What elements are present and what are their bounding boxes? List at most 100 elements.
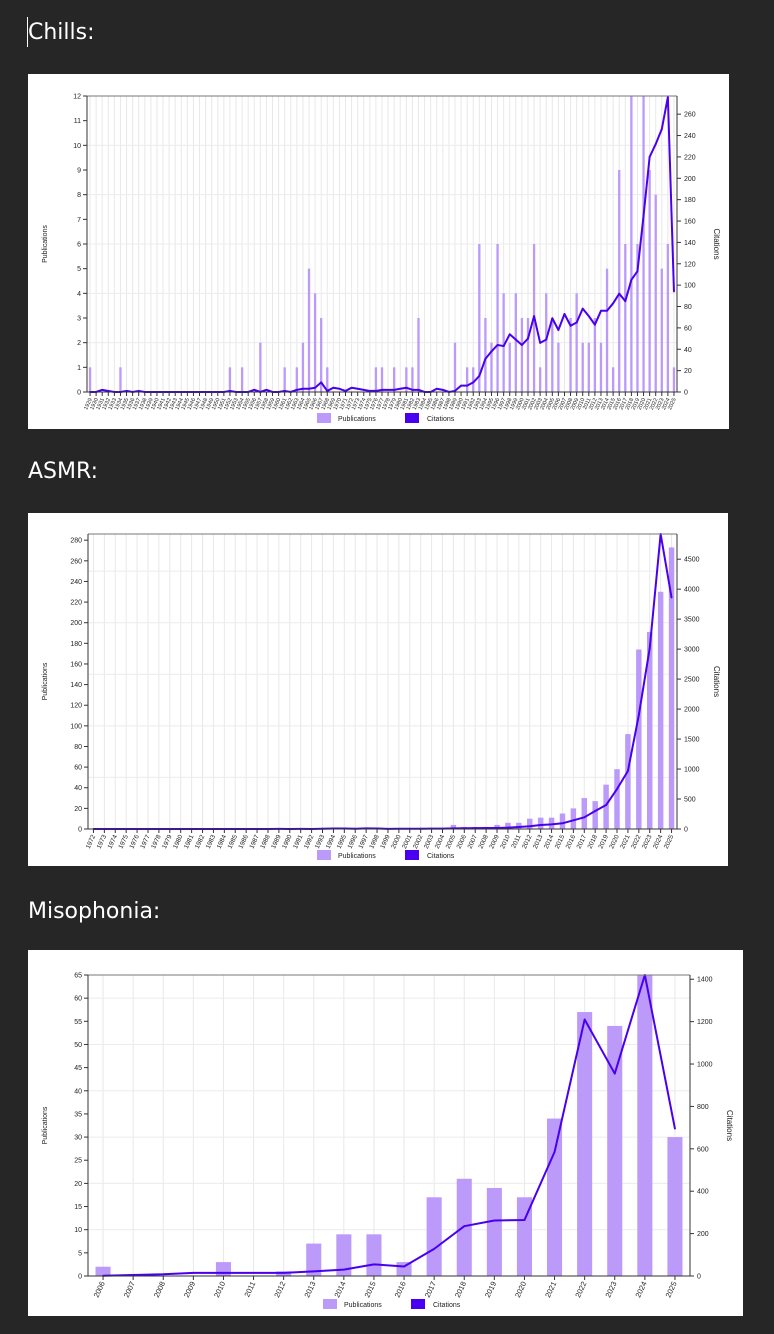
- bar-publications-1979: [393, 367, 396, 392]
- x-tick-label: 2018: [625, 397, 636, 411]
- x-tick-label: 2008: [564, 397, 575, 411]
- legend-label-citations: Citations: [427, 416, 455, 423]
- x-tick-label: 1934: [114, 397, 125, 411]
- left-tick-label: 50: [74, 1042, 82, 1049]
- bar-publications-1934: [119, 367, 122, 392]
- legend-label-publications: Publications: [344, 1302, 382, 1309]
- citations-point-2004: [545, 338, 548, 341]
- citations-point-2013: [600, 309, 602, 312]
- citations-point-1972: [350, 386, 353, 389]
- x-tick-label: 1995: [485, 397, 496, 411]
- bar-publications-2005: [450, 824, 457, 829]
- bar-publications-2025: [667, 1137, 683, 1276]
- citations-point-1989: [454, 390, 456, 392]
- bar-publications-2018: [592, 801, 598, 829]
- x-tick-label: 1939: [144, 397, 155, 411]
- citations-point-2020: [616, 788, 618, 790]
- legend-label-publications: Publications: [338, 853, 376, 860]
- right-tick-label: 2000: [684, 707, 700, 714]
- right-tick-label: 200: [697, 1231, 709, 1238]
- x-tick-label: 1953: [229, 397, 240, 411]
- x-tick-label: 1945: [181, 397, 192, 411]
- x-tick-label: 2015: [363, 1280, 378, 1299]
- left-tick-label: 7: [77, 217, 81, 224]
- bar-publications-2008: [569, 318, 572, 392]
- bar-publications-1997: [502, 293, 505, 392]
- citations-point-2021: [648, 156, 651, 158]
- x-tick-label: 2013: [594, 397, 605, 411]
- bar-publications-1996: [496, 244, 499, 392]
- x-tick-label: 1979: [387, 397, 398, 411]
- right-tick-label: 0: [684, 827, 688, 834]
- x-tick-label: 2021: [543, 1280, 558, 1299]
- citations-point-1966: [314, 386, 316, 389]
- x-tick-label: 2004: [539, 397, 550, 411]
- citations-point-2008: [569, 324, 572, 327]
- bar-publications-2024: [666, 244, 670, 392]
- citations-point-2002: [533, 315, 535, 318]
- left-tick-label: 60: [74, 765, 82, 772]
- citations-point-1968: [326, 390, 329, 392]
- x-tick-label: 2009: [570, 397, 581, 411]
- citations-point-1997: [502, 345, 505, 347]
- bar-publications-2010: [505, 822, 511, 829]
- citations-point-1958: [265, 388, 268, 391]
- right-tick-label: 0: [684, 390, 688, 397]
- x-tick-label: 1993: [473, 397, 484, 411]
- x-tick-label: 1933: [108, 397, 119, 411]
- left-tick-label: 15: [74, 1204, 82, 1211]
- citations-point-2007: [563, 313, 566, 315]
- left-tick-label: 0: [77, 390, 81, 397]
- bar-publications-2016: [618, 170, 621, 392]
- citations-point-1975: [368, 390, 371, 392]
- left-tick-label: 80: [74, 744, 82, 751]
- x-tick-label: 2025: [663, 834, 676, 850]
- left-tick-label: 5: [78, 1250, 82, 1257]
- chart-chills: 0 1 2 3 4 5 6 7 8 9 10 11 12 0 20 40 60 80 100 120 140 160 180…: [28, 74, 729, 429]
- left-tick-label: 180: [70, 641, 82, 648]
- left-tick-label: 11: [74, 118, 81, 125]
- citations-point-2007: [132, 1274, 135, 1276]
- x-tick-label: 1996: [491, 397, 502, 411]
- x-tick-label: 1983: [412, 397, 423, 411]
- citations-point-2011: [587, 315, 590, 318]
- citations-point-2012: [282, 1271, 285, 1274]
- citations-point-2014: [606, 309, 608, 312]
- right-tick-label: 140: [684, 240, 696, 247]
- citations-point-2018: [630, 278, 633, 281]
- bar-publications-1967: [320, 318, 323, 392]
- citations-point-2016: [572, 819, 575, 822]
- right-tick-label: 1000: [684, 767, 700, 774]
- citations-point-2017: [624, 300, 627, 303]
- right-tick-label: 400: [697, 1189, 709, 1196]
- bar-publications-2020: [642, 96, 645, 392]
- x-tick-label: 1960: [272, 397, 283, 411]
- citations-point-2021: [553, 1151, 556, 1153]
- citations-point-2012: [593, 323, 596, 326]
- citations-point-1993: [478, 375, 481, 377]
- x-tick-label: 1952: [223, 397, 234, 411]
- x-tick-label: 2017: [423, 1280, 438, 1299]
- text-cursor: [27, 17, 28, 47]
- x-tick-label: 2017: [618, 397, 629, 411]
- bar-publications-2021: [625, 734, 631, 829]
- bar-publications-2010: [215, 1262, 231, 1276]
- citations-point-2000: [520, 344, 523, 346]
- x-tick-label: 1959: [266, 397, 277, 411]
- left-tick-label: 9: [77, 168, 81, 175]
- citations-point-2016: [618, 292, 621, 295]
- legend: Publications Citations: [317, 413, 455, 423]
- citations-point-2022: [654, 143, 657, 145]
- x-tick-label: 2020: [637, 397, 648, 411]
- x-tick-label: 2016: [612, 397, 623, 411]
- bar-publications-2014: [336, 1234, 352, 1276]
- y-axis-title-right: Citations: [712, 228, 721, 259]
- x-tick-label: 1948: [199, 397, 210, 411]
- x-tick-label: 1986: [430, 397, 441, 411]
- left-tick-label: 0: [78, 1274, 82, 1281]
- legend-swatch-citations: [411, 1299, 425, 1309]
- x-tick-label: 2006: [92, 1280, 107, 1299]
- left-tick-label: 10: [74, 1227, 82, 1234]
- x-tick-label: 1964: [296, 397, 307, 411]
- x-tick-label: 1957: [254, 397, 265, 411]
